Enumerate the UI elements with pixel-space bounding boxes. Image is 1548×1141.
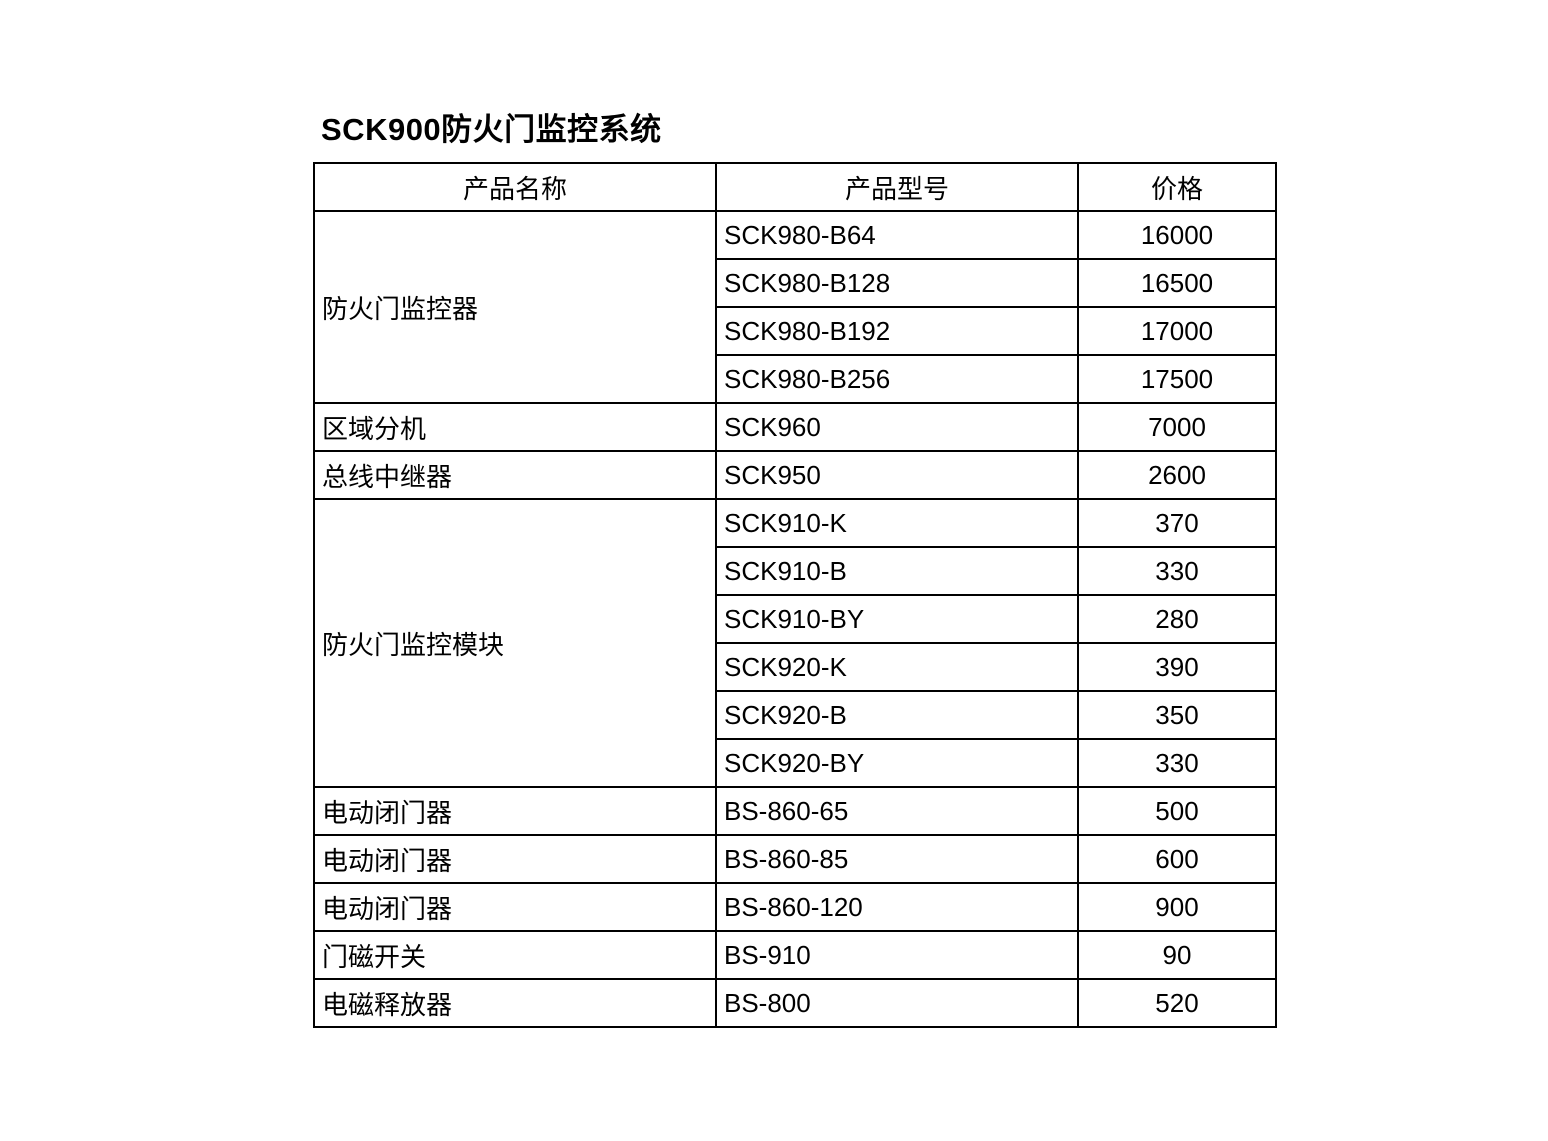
price-cell: 330 — [1077, 738, 1277, 788]
price-cell: 520 — [1077, 978, 1277, 1028]
product-name-cell: 电动闭门器 — [313, 786, 717, 836]
price-cell: 390 — [1077, 642, 1277, 692]
table-row: 电动闭门器 BS-860-85 600 — [313, 834, 1277, 884]
price-cell: 900 — [1077, 882, 1277, 932]
model-cell: SCK980-B192 — [715, 306, 1079, 356]
price-cell: 600 — [1077, 834, 1277, 884]
product-price-table: 产品名称 产品型号 价格 防火门监控器 SCK980-B64 16000 SCK… — [313, 162, 1277, 1028]
product-name-cell: 电动闭门器 — [313, 834, 717, 884]
model-cell: BS-860-65 — [715, 786, 1079, 836]
product-name-cell: 防火门监控模块 — [313, 498, 717, 788]
table-row: SCK920-K 390 — [314, 642, 1277, 692]
header-product-name: 产品名称 — [313, 162, 717, 212]
model-cell: SCK980-B64 — [715, 210, 1079, 260]
price-cell: 350 — [1077, 690, 1277, 740]
price-cell: 330 — [1077, 546, 1277, 596]
price-cell: 2600 — [1077, 450, 1277, 500]
table-row: 电动闭门器 BS-860-120 900 — [313, 882, 1277, 932]
model-cell: BS-800 — [715, 978, 1079, 1028]
table-row: SCK980-B256 17500 — [314, 354, 1277, 404]
price-cell: 370 — [1077, 498, 1277, 548]
price-cell: 7000 — [1077, 402, 1277, 452]
table-row: SCK920-B 350 — [314, 690, 1277, 740]
page-title: SCK900防火门监控系统 — [321, 112, 662, 147]
price-cell: 90 — [1077, 930, 1277, 980]
model-cell: SCK980-B256 — [715, 354, 1079, 404]
model-cell: BS-860-85 — [715, 834, 1079, 884]
table-row: 区域分机 SCK960 7000 — [313, 402, 1277, 452]
table-row: SCK910-B 330 — [314, 546, 1277, 596]
table-row: SCK920-BY 330 — [314, 738, 1277, 788]
table-row: SCK980-B128 16500 — [314, 258, 1277, 308]
table-row: 防火门监控器 SCK980-B64 16000 — [313, 210, 1277, 404]
table-row: SCK910-BY 280 — [314, 594, 1277, 644]
header-product-model: 产品型号 — [715, 162, 1079, 212]
model-cell: SCK910-B — [715, 546, 1079, 596]
model-cell: SCK920-BY — [715, 738, 1079, 788]
header-price: 价格 — [1077, 162, 1277, 212]
product-name-cell: 区域分机 — [313, 402, 717, 452]
product-name-cell: 门磁开关 — [313, 930, 717, 980]
table-row: 电磁释放器 BS-800 520 — [313, 978, 1277, 1028]
price-cell: 17500 — [1077, 354, 1277, 404]
model-cell: SCK910-K — [715, 498, 1079, 548]
product-name-cell: 电磁释放器 — [313, 978, 717, 1028]
model-cell: SCK950 — [715, 450, 1079, 500]
product-name-cell: 电动闭门器 — [313, 882, 717, 932]
product-name-cell: 总线中继器 — [313, 450, 717, 500]
price-sheet: SCK900防火门监控系统 产品名称 产品型号 价格 防火门监控器 SCK980… — [313, 104, 1277, 1028]
model-cell: SCK920-B — [715, 690, 1079, 740]
table-row: 总线中继器 SCK950 2600 — [313, 450, 1277, 500]
model-cell: SCK980-B128 — [715, 258, 1079, 308]
model-cell: BS-860-120 — [715, 882, 1079, 932]
price-cell: 17000 — [1077, 306, 1277, 356]
price-cell: 16000 — [1077, 210, 1277, 260]
price-cell: 500 — [1077, 786, 1277, 836]
model-cell: SCK910-BY — [715, 594, 1079, 644]
table-header-row: 产品名称 产品型号 价格 — [313, 162, 1277, 212]
table-row: SCK980-B192 17000 — [314, 306, 1277, 356]
model-cell: SCK960 — [715, 402, 1079, 452]
product-name-cell: 防火门监控器 — [313, 210, 717, 404]
model-cell: SCK920-K — [715, 642, 1079, 692]
price-cell: 16500 — [1077, 258, 1277, 308]
price-cell: 280 — [1077, 594, 1277, 644]
table-row: 门磁开关 BS-910 90 — [313, 930, 1277, 980]
table-row: 电动闭门器 BS-860-65 500 — [313, 786, 1277, 836]
model-cell: BS-910 — [715, 930, 1079, 980]
table-row: 防火门监控模块 SCK910-K 370 — [313, 498, 1277, 788]
